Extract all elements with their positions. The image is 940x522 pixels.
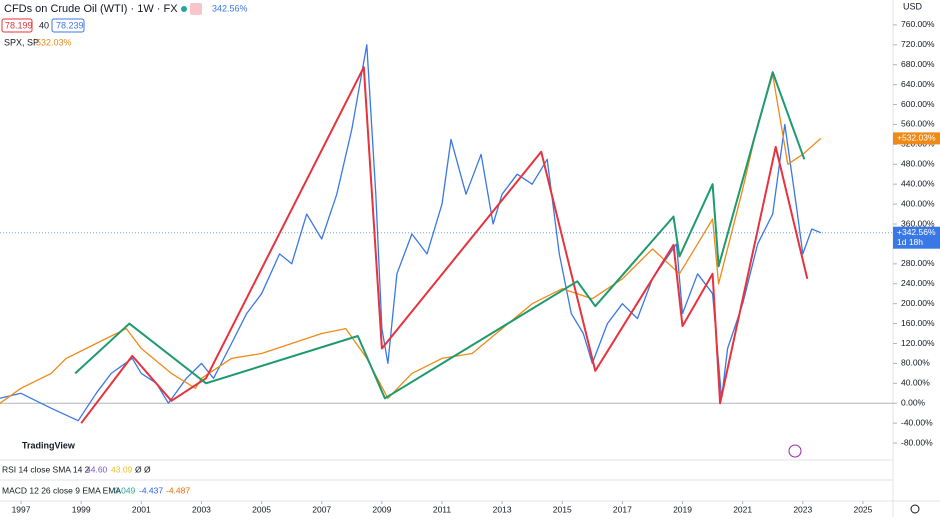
y-tick-label: 200.00% [901, 298, 935, 308]
macd-label[interactable]: MACD 12 26 close 9 EMA EMA [2, 485, 121, 495]
x-tick-label: 2001 [132, 504, 151, 514]
x-tick-label: 2023 [793, 504, 812, 514]
y-tick-label: 360.00% [901, 218, 935, 228]
rsi-label[interactable]: RSI 14 close SMA 14 2 [2, 464, 90, 474]
bid: 78.199 [5, 20, 33, 30]
x-tick-label: 2017 [613, 504, 632, 514]
header-change: 342.56% [212, 3, 248, 13]
alert-icon[interactable] [190, 3, 202, 15]
x-tick-label: 1997 [12, 504, 31, 514]
y-tick-label: 280.00% [901, 258, 935, 268]
rsi-value: Ø Ø [135, 464, 151, 474]
currency[interactable]: USD [903, 1, 923, 11]
price-tag [893, 226, 940, 249]
settings-icon[interactable] [910, 504, 920, 514]
price-tag [893, 132, 940, 145]
y-tick-label: 640.00% [901, 79, 935, 89]
x-tick-label: 2011 [433, 504, 452, 514]
x-tick-label: 2013 [493, 504, 512, 514]
x-tick-label: 2007 [312, 504, 331, 514]
y-tick-label: 600.00% [901, 99, 935, 109]
y-tick-label: 680.00% [901, 59, 935, 69]
x-tick-label: 2025 [853, 504, 872, 514]
spread: 40 [39, 20, 49, 30]
y-tick-label: 400.00% [901, 198, 935, 208]
y-tick-label: 0.00% [901, 397, 926, 407]
symbol-title[interactable]: CFDs on Crude Oil (WTI) · 1W · FX [4, 3, 178, 15]
y-tick-label: 120.00% [901, 338, 935, 348]
y-tick-label: 560.00% [901, 119, 935, 129]
status-dot [181, 6, 187, 12]
y-tick-label: 760.00% [901, 19, 935, 29]
series-line [0, 44, 822, 422]
ask-box[interactable] [51, 18, 85, 33]
compare-change: 532.03% [36, 37, 72, 47]
x-tick-label: 2019 [673, 504, 692, 514]
event-icon[interactable] [788, 444, 802, 458]
countdown: 1d 18h [897, 237, 923, 247]
x-tick-label: 2015 [553, 504, 572, 514]
macd-value: -4.487 [166, 485, 190, 495]
y-tick-label: 80.00% [901, 358, 930, 368]
ask: 78.239 [56, 20, 84, 30]
y-tick-label: 240.00% [901, 278, 935, 288]
y-tick-label: -40.00% [901, 417, 933, 427]
price-tag-label: +532.03% [897, 133, 936, 143]
y-tick-label: 720.00% [901, 39, 935, 49]
y-tick-label: -80.00% [901, 437, 933, 447]
x-tick-label: 2005 [252, 504, 271, 514]
macd-value: -4.437 [139, 485, 163, 495]
bid-box[interactable] [1, 18, 33, 33]
price-tag-label: +342.56% [897, 227, 936, 237]
x-tick-label: 2009 [372, 504, 391, 514]
trendline [80, 66, 809, 424]
y-tick-label: 480.00% [901, 159, 935, 169]
x-tick-label: 1999 [72, 504, 91, 514]
x-tick-label: 2003 [192, 504, 211, 514]
x-tick-label: 2021 [733, 504, 752, 514]
plot [0, 44, 893, 424]
watermark: TradingView [22, 440, 76, 450]
y-tick-label: 40.00% [901, 378, 930, 388]
series-line [0, 74, 822, 404]
rsi-value: 43.09 [111, 464, 133, 474]
y-tick-label: 440.00% [901, 178, 935, 188]
compare-label: SPX, SP [4, 37, 39, 47]
trendline [74, 71, 806, 400]
rsi-value: 44.60 [86, 464, 108, 474]
y-tick-label: 160.00% [901, 318, 935, 328]
macd-value: 0.049 [114, 485, 136, 495]
